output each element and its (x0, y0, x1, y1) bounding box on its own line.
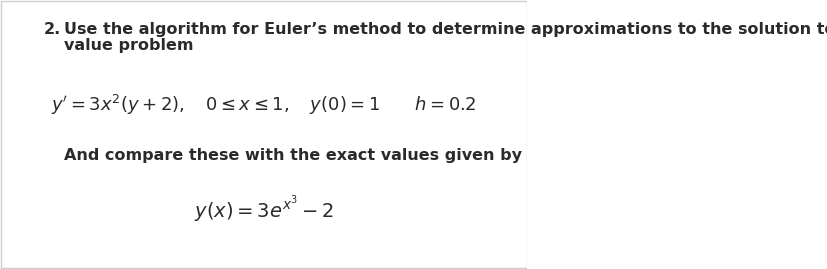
Text: And compare these with the exact values given by: And compare these with the exact values … (64, 148, 521, 163)
Text: Use the algorithm for Euler’s method to determine approximations to the solution: Use the algorithm for Euler’s method to … (64, 22, 827, 37)
Text: 2.: 2. (43, 22, 60, 37)
Text: $y' = 3x^2(y + 2), \quad 0 \leq x \leq 1, \quad y(0) = 1 \qquad h = 0.2$: $y' = 3x^2(y + 2), \quad 0 \leq x \leq 1… (51, 93, 476, 117)
Text: $y(x) = 3e^{x^3} - 2$: $y(x) = 3e^{x^3} - 2$ (194, 195, 333, 225)
FancyBboxPatch shape (1, 1, 526, 268)
Text: value problem: value problem (64, 38, 193, 53)
